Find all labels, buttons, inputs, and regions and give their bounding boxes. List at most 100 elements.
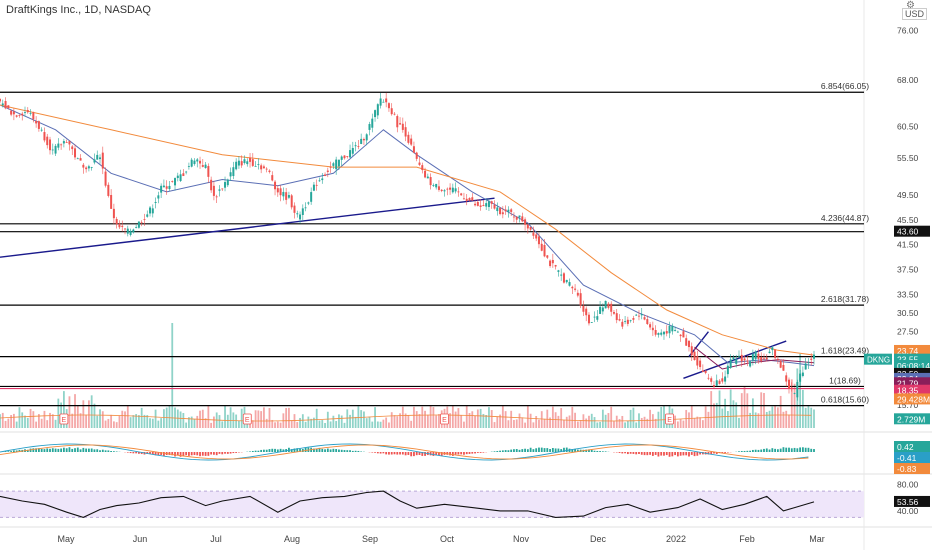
candle-body (176, 175, 179, 179)
macd-histogram-bar (343, 450, 346, 452)
volume-bar (1, 412, 4, 428)
macd-histogram-bar (710, 452, 713, 455)
candle-body (590, 322, 593, 323)
candle-body (751, 353, 754, 361)
candle-body (682, 331, 685, 338)
volume-bar (310, 418, 313, 428)
candle-body (132, 229, 135, 233)
macd-histogram-bar (599, 451, 601, 452)
candle-body (685, 338, 688, 346)
volume-bar (160, 418, 163, 428)
volume-bar (460, 415, 463, 428)
candle-body (407, 134, 410, 143)
candle-body (129, 230, 132, 235)
candle-body (429, 177, 432, 186)
macd-histogram-bar (379, 452, 382, 454)
candle-body (112, 208, 115, 219)
candle-body (96, 154, 99, 160)
macd-histogram-bar (110, 450, 113, 452)
macd-histogram-bar (276, 449, 279, 452)
settings-gear-icon[interactable]: ⚙ (906, 0, 915, 11)
volume-bar (565, 416, 568, 428)
candle-body (185, 171, 188, 173)
candle-body (249, 157, 252, 162)
candle-body (471, 197, 474, 201)
volume-bar (235, 414, 238, 428)
volume-bar (810, 407, 813, 428)
volume-bar (710, 391, 713, 428)
price-tick-label: 60.50 (897, 122, 919, 132)
candle-body (346, 156, 349, 157)
macd-histogram-bar (604, 451, 607, 452)
macd-histogram-bar (260, 449, 263, 452)
volume-bar (551, 406, 554, 428)
candle-body (774, 349, 777, 359)
x-axis-label: Jul (210, 534, 222, 544)
candle-body (651, 327, 654, 331)
macd-histogram-bar (451, 452, 454, 456)
volume-bar (74, 394, 76, 428)
macd-histogram-bar (624, 452, 626, 454)
candle-body (587, 314, 590, 324)
volume-bar (538, 419, 540, 428)
level-label: 4.236(44.87) (821, 213, 869, 223)
candle-body (649, 324, 652, 328)
candle-body (435, 183, 438, 188)
macd-histogram-bar (301, 448, 304, 452)
candle-body (585, 308, 588, 316)
macd-histogram-bar (432, 452, 435, 456)
candle-body (74, 148, 77, 158)
volume-bar (724, 398, 726, 428)
candle-body (162, 185, 165, 188)
macd-histogram-bar (51, 448, 54, 452)
volume-bar (799, 353, 802, 428)
candle-body (85, 167, 88, 170)
candle-body (335, 159, 338, 170)
currency-label[interactable]: USD (902, 8, 928, 20)
candle-body (762, 358, 765, 360)
candle-body (265, 168, 268, 170)
candle-body (743, 358, 746, 361)
trendline (0, 197, 495, 258)
candle-body (465, 198, 468, 202)
macd-histogram-bar (221, 452, 224, 455)
volume-bar (185, 422, 188, 428)
candle-body (810, 358, 813, 360)
candle-body (596, 316, 599, 320)
macd-histogram-bar (804, 447, 807, 452)
macd-histogram-bar (538, 447, 540, 452)
macd-histogram-bar (543, 448, 546, 452)
macd-signal-line (0, 444, 809, 460)
candle-body (262, 166, 265, 169)
price-badge (894, 225, 930, 237)
volume-bar (682, 420, 685, 428)
volume-bar (626, 420, 629, 428)
volume-bar (101, 411, 104, 428)
macd-histogram-bar (713, 452, 715, 454)
macd-histogram-bar (79, 449, 82, 452)
volume-bar (271, 419, 274, 428)
volume-bar (182, 413, 185, 428)
volume-bar (268, 408, 271, 428)
candle-body (624, 321, 627, 322)
candle-body (254, 166, 257, 167)
volume-bar (249, 422, 251, 428)
volume-bar (776, 407, 779, 428)
macd-histogram-bar (671, 452, 674, 457)
macd-histogram-bar (54, 448, 57, 452)
candle-body (243, 159, 246, 164)
volume-bar (293, 414, 296, 428)
volume-bar (168, 405, 171, 428)
macd-histogram-bar (338, 449, 340, 452)
volume-bar (690, 405, 693, 428)
macd-histogram-bar (418, 452, 421, 456)
macd-histogram-bar (374, 452, 376, 453)
earnings-marker (242, 413, 252, 425)
macd-histogram-bar (457, 452, 460, 455)
macd-histogram-bar (160, 452, 163, 455)
candle-body (60, 144, 63, 146)
volume-bar (713, 403, 715, 428)
macd-histogram-bar (629, 452, 632, 454)
price-tick-label: 49.50 (897, 190, 919, 200)
candle-body (174, 178, 177, 186)
